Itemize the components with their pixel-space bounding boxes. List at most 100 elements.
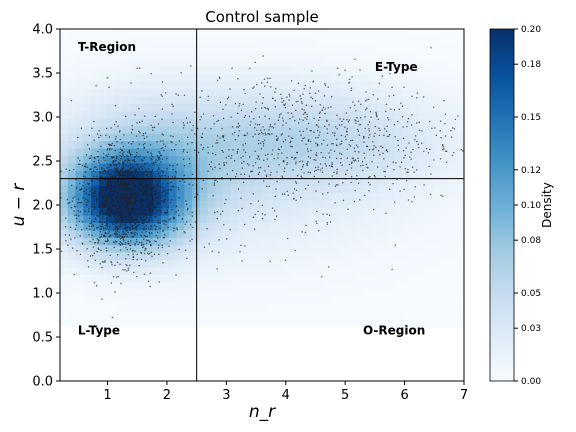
data-point xyxy=(84,165,86,168)
density-cell xyxy=(293,237,302,246)
data-point xyxy=(122,268,124,271)
density-cell xyxy=(238,125,248,134)
density-cell xyxy=(207,296,216,305)
data-point xyxy=(303,137,306,139)
data-point xyxy=(235,173,238,175)
data-point xyxy=(113,188,115,191)
data-point xyxy=(88,182,90,185)
data-point xyxy=(153,190,155,193)
density-cell xyxy=(394,58,403,67)
density-cell xyxy=(293,311,302,320)
density-cell xyxy=(238,281,248,290)
data-point xyxy=(152,203,155,205)
data-point xyxy=(119,211,121,214)
data-point xyxy=(288,93,290,96)
density-cell xyxy=(215,311,224,320)
data-point xyxy=(197,151,200,154)
data-point xyxy=(119,159,121,161)
density-cell xyxy=(293,192,302,201)
density-cell xyxy=(308,110,317,119)
data-point xyxy=(167,192,169,195)
density-cell xyxy=(223,274,232,283)
data-point xyxy=(383,158,385,160)
density-cell xyxy=(425,133,434,142)
data-point xyxy=(109,187,112,190)
region-label: E-Type xyxy=(375,60,418,74)
data-point xyxy=(118,162,121,165)
density-cell xyxy=(378,155,387,164)
density-cell xyxy=(184,170,193,179)
data-point xyxy=(274,91,276,93)
data-point xyxy=(124,185,126,188)
density-cell xyxy=(316,185,325,194)
density-cell xyxy=(386,237,395,246)
data-point xyxy=(124,191,126,193)
data-point xyxy=(252,135,254,138)
data-point xyxy=(111,169,113,171)
density-cell xyxy=(409,103,418,112)
data-point xyxy=(315,220,317,223)
data-point xyxy=(111,264,113,266)
density-cell xyxy=(432,237,442,246)
density-cell xyxy=(269,43,279,52)
density-cell xyxy=(370,125,380,134)
data-point xyxy=(399,190,401,192)
density-cell xyxy=(230,214,240,223)
data-point xyxy=(110,127,112,129)
data-point xyxy=(81,242,84,245)
density-cell xyxy=(230,147,240,157)
data-point xyxy=(119,249,122,251)
density-cell xyxy=(60,51,69,60)
data-point xyxy=(157,244,160,247)
density-cell xyxy=(370,222,380,231)
data-point xyxy=(146,252,149,254)
data-point xyxy=(126,264,128,267)
density-cell xyxy=(83,95,92,104)
data-point xyxy=(331,165,334,168)
density-cell xyxy=(153,95,162,104)
density-cell xyxy=(448,177,457,186)
density-cell xyxy=(207,222,216,231)
data-point xyxy=(128,187,130,189)
data-point xyxy=(111,234,113,236)
density-cell xyxy=(91,133,100,142)
data-point xyxy=(199,118,201,121)
data-point xyxy=(354,159,357,161)
density-cell xyxy=(129,81,139,90)
data-point xyxy=(117,211,120,213)
density-cell xyxy=(293,289,302,298)
data-point xyxy=(351,76,353,78)
data-point xyxy=(88,234,90,236)
data-point xyxy=(336,114,338,117)
density-cell xyxy=(176,222,185,231)
data-point xyxy=(155,240,157,243)
data-point xyxy=(140,171,143,174)
density-cell xyxy=(378,147,387,157)
density-cell xyxy=(137,81,147,90)
data-point xyxy=(163,223,165,225)
data-point xyxy=(189,240,191,242)
density-cell xyxy=(448,214,457,223)
density-cell xyxy=(440,162,450,171)
density-cell xyxy=(347,214,356,223)
density-cell xyxy=(269,311,279,320)
data-point xyxy=(120,203,123,206)
data-point xyxy=(138,206,141,208)
density-cell xyxy=(184,214,193,223)
data-point xyxy=(150,159,153,161)
data-point xyxy=(307,150,309,153)
density-cell xyxy=(456,29,465,38)
density-cell xyxy=(409,289,418,298)
data-point xyxy=(333,134,336,137)
density-cell xyxy=(300,319,310,328)
data-point xyxy=(123,196,126,199)
density-cell xyxy=(378,214,387,223)
density-cell xyxy=(106,311,115,320)
data-point xyxy=(300,97,302,100)
data-point xyxy=(212,194,214,197)
density-cell xyxy=(269,95,279,104)
data-point xyxy=(136,209,138,211)
density-cell xyxy=(230,266,240,275)
data-point xyxy=(110,184,113,187)
density-cell xyxy=(448,192,457,201)
